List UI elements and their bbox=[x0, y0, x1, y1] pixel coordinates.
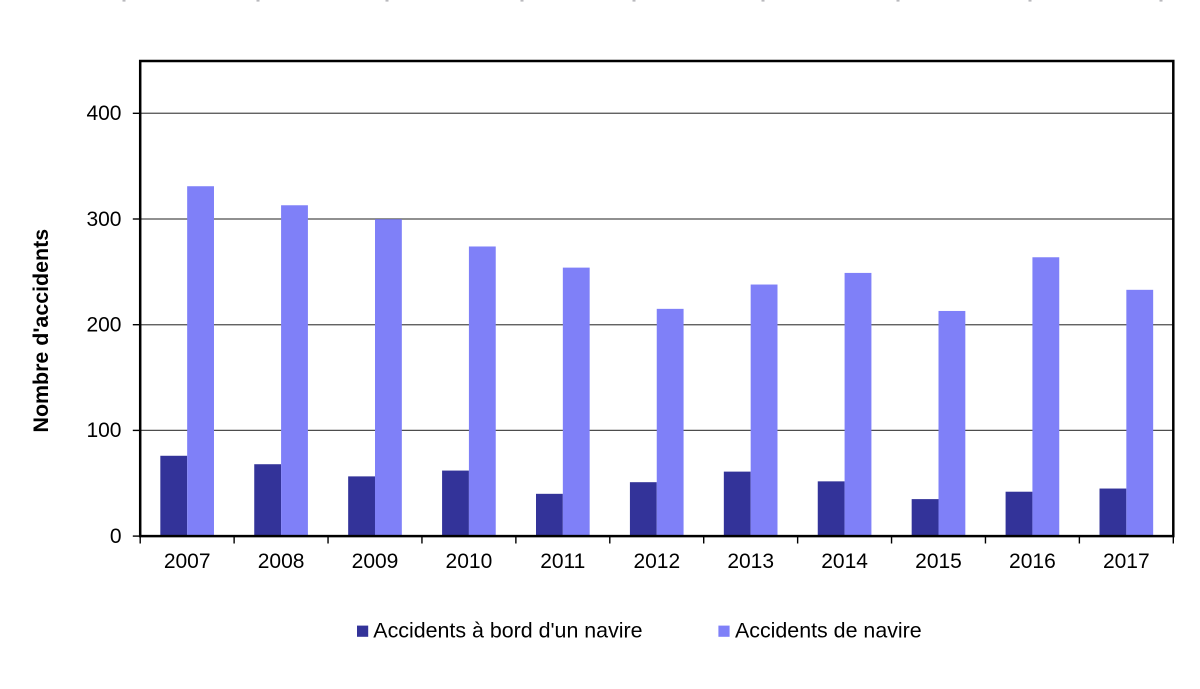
svg-text:2012: 2012 bbox=[633, 550, 680, 573]
svg-text:200: 200 bbox=[86, 314, 121, 337]
svg-text:2015: 2015 bbox=[915, 550, 962, 573]
svg-text:2007: 2007 bbox=[164, 550, 211, 573]
svg-text:0: 0 bbox=[110, 525, 122, 548]
svg-text:2013: 2013 bbox=[727, 550, 774, 573]
svg-text:400: 400 bbox=[86, 102, 121, 125]
svg-text:2009: 2009 bbox=[352, 550, 399, 573]
svg-text:Accidents à bord d'un navire: Accidents à bord d'un navire bbox=[373, 618, 642, 642]
svg-text:2011: 2011 bbox=[540, 550, 585, 573]
svg-text:Accidents de navire: Accidents de navire bbox=[735, 618, 922, 642]
svg-text:2010: 2010 bbox=[446, 550, 493, 573]
svg-text:2017: 2017 bbox=[1103, 550, 1150, 573]
svg-text:2016: 2016 bbox=[1009, 550, 1056, 573]
svg-text:300: 300 bbox=[86, 208, 121, 231]
svg-text:100: 100 bbox=[86, 419, 121, 442]
svg-text:2008: 2008 bbox=[258, 550, 305, 573]
svg-text:Nombre d'accidents: Nombre d'accidents bbox=[29, 229, 53, 433]
svg-text:2014: 2014 bbox=[821, 550, 868, 573]
